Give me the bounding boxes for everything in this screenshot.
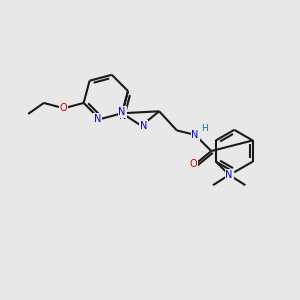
Text: N: N	[191, 130, 199, 140]
Text: H: H	[201, 124, 208, 133]
Text: O: O	[60, 103, 68, 113]
Text: N: N	[226, 170, 233, 180]
Text: O: O	[190, 159, 197, 169]
Text: N: N	[119, 111, 126, 121]
Text: N: N	[94, 114, 101, 124]
Text: N: N	[118, 107, 126, 117]
Text: N: N	[140, 121, 147, 131]
